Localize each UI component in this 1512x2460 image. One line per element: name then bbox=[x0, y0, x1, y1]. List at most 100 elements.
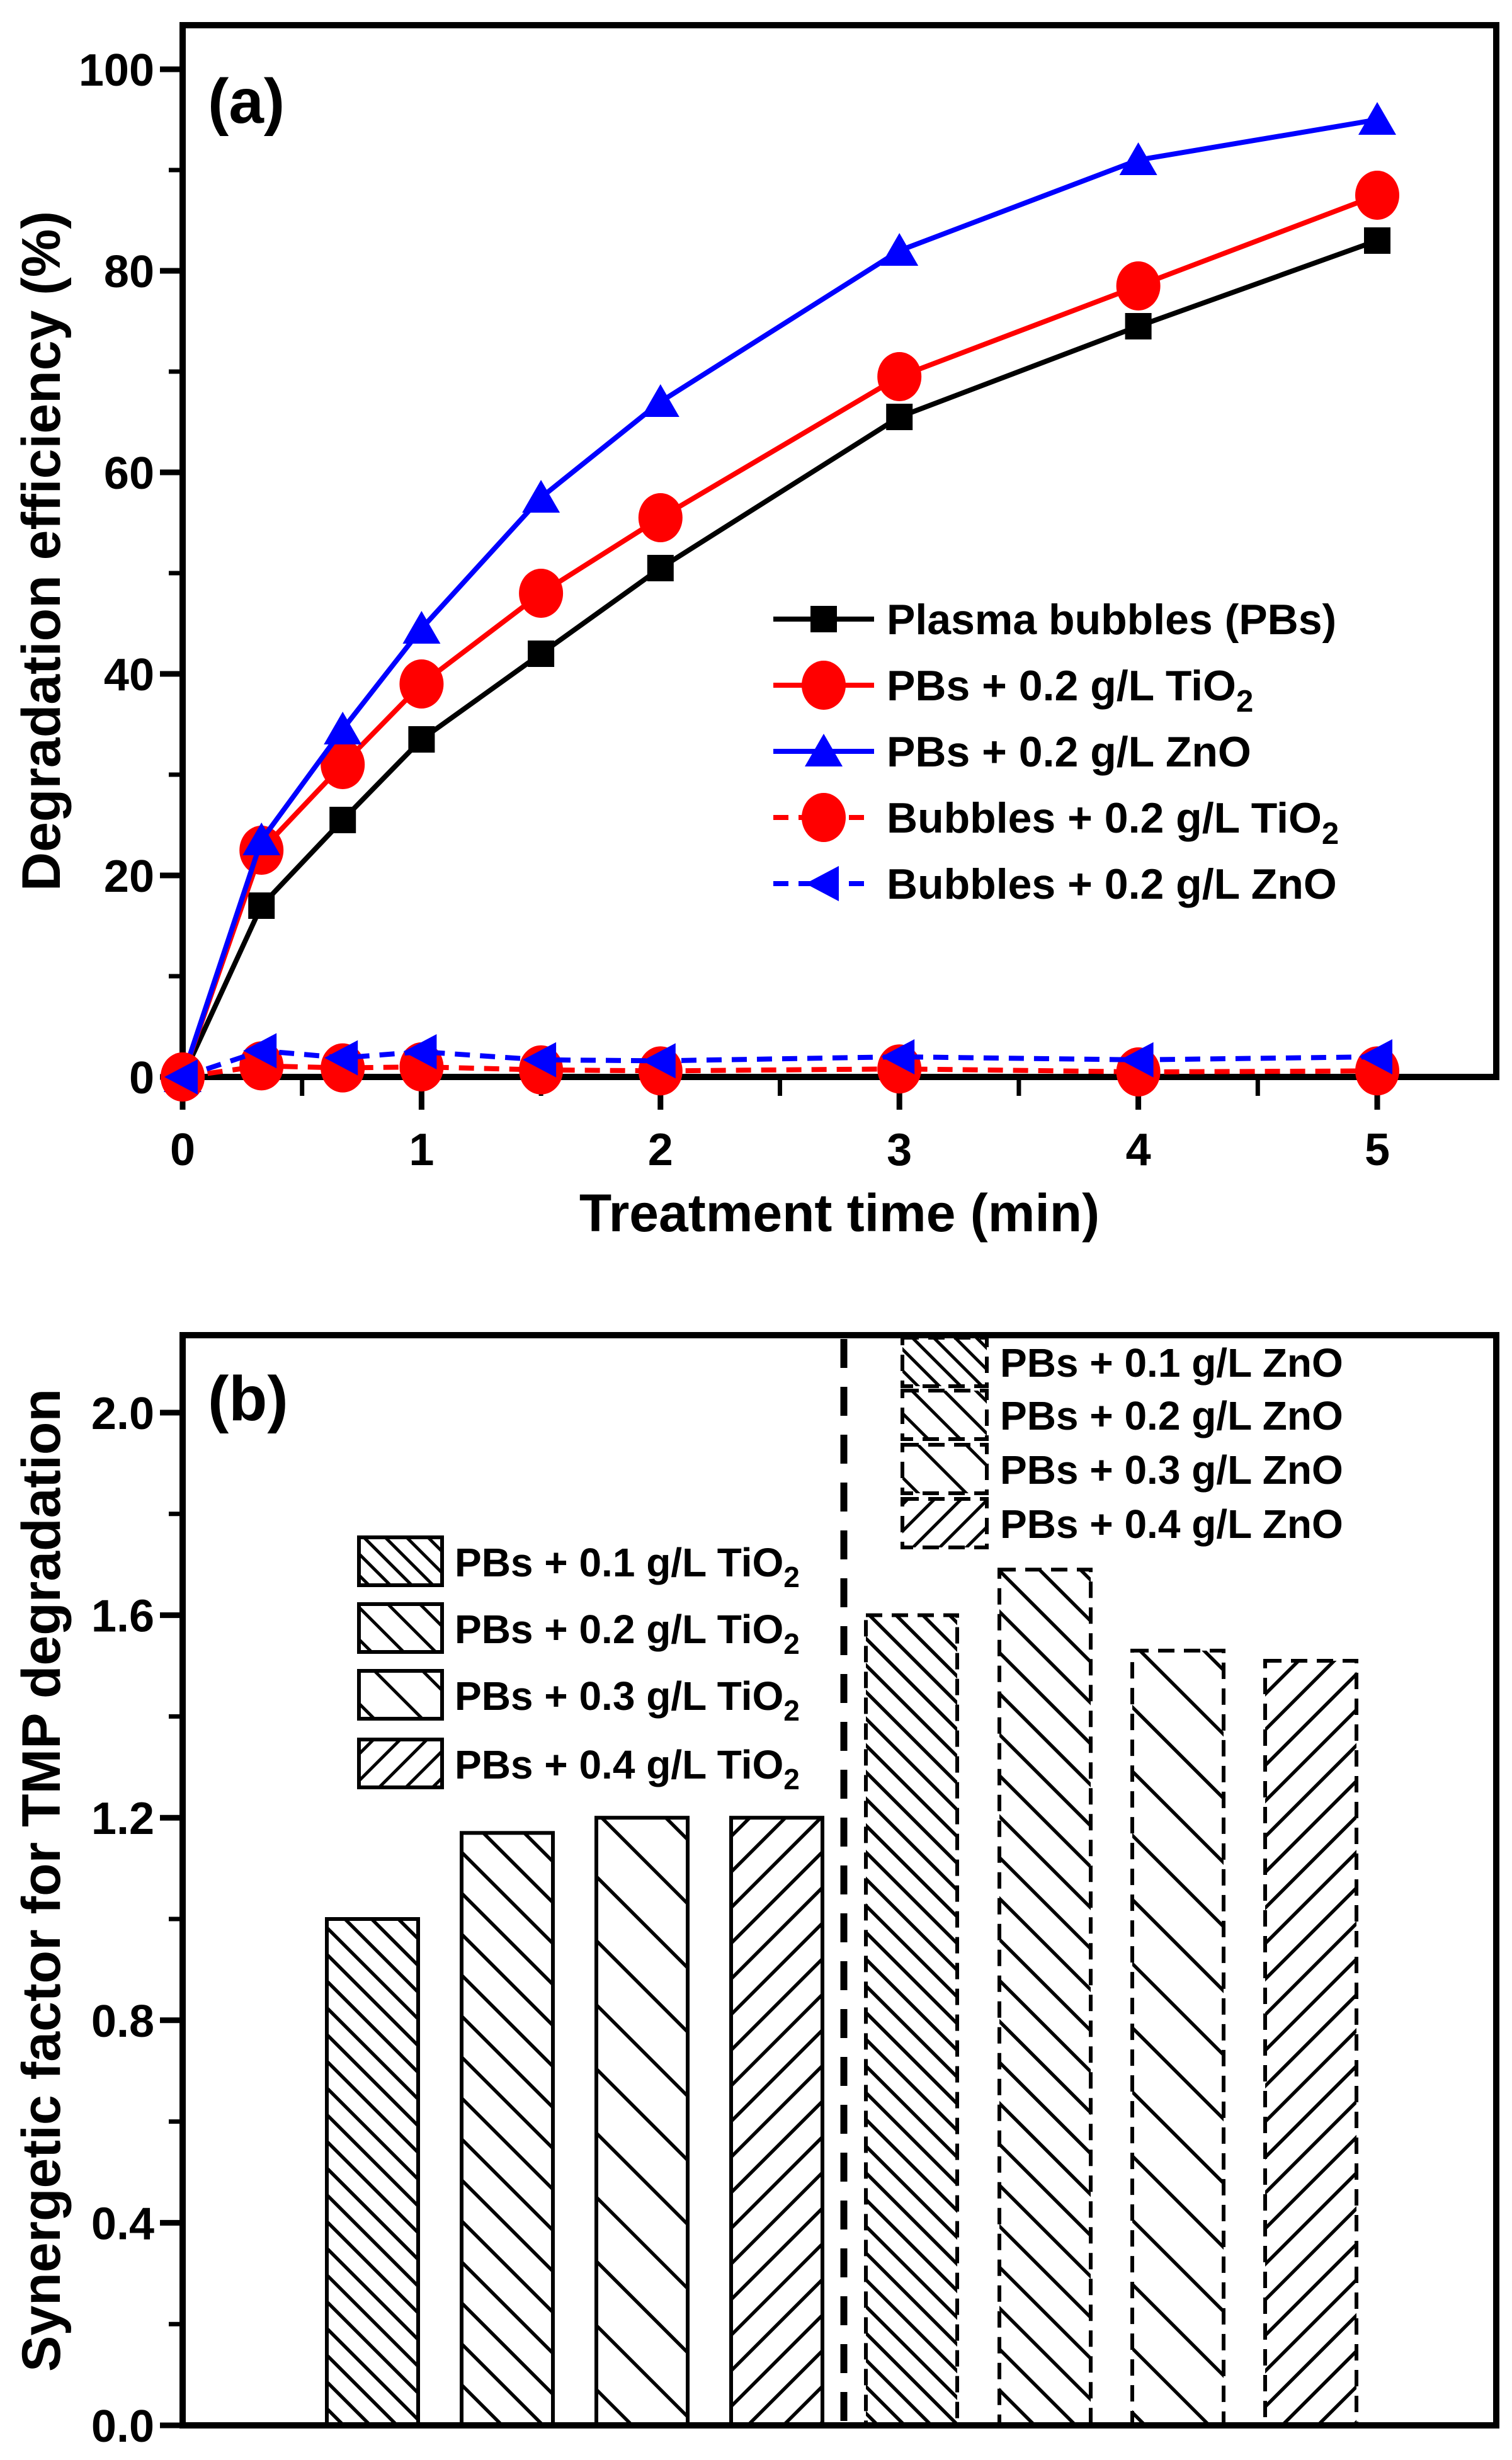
bar-pbs-0-1-g-l-tio2 bbox=[325, 1917, 420, 2427]
y-tick-label: 0 bbox=[129, 1053, 154, 1103]
y-tick-label: 0.8 bbox=[91, 1996, 154, 2047]
panel-a-legend: Plasma bubbles (PBs) PBs + 0.2 g/L TiO2 PB… bbox=[773, 596, 1339, 908]
legend-item-pbs-0-1-g-l-tio2: PBs + 0.1 g/L TiO2 bbox=[357, 1535, 800, 1593]
triangle-up-marker bbox=[242, 823, 281, 855]
circle-marker bbox=[321, 740, 365, 789]
triangle-left-marker bbox=[324, 1040, 358, 1076]
legend-hatch-swatch bbox=[357, 1669, 444, 1721]
legend-item-label: PBs + 0.2 g/L TiO2 bbox=[455, 1607, 800, 1660]
panel-b-axes: 0.0 0.4 0.8 1.2 1.6 2.0 bbox=[91, 1389, 183, 2452]
square-marker bbox=[647, 555, 674, 581]
legend-item-pbs-0-3-g-l-tio2: PBs + 0.3 g/L TiO2 bbox=[357, 1669, 800, 1727]
series-bubbles-0-2-g-l-zno bbox=[164, 1033, 1392, 1095]
bar-pbs-0-3-g-l-zno bbox=[1130, 1648, 1225, 2427]
bar-pbs-0-2-g-l-zno bbox=[998, 1568, 1093, 2427]
panel-b-plot-frame bbox=[179, 1332, 1499, 2429]
triangle-up-marker bbox=[880, 233, 919, 266]
triangle-up-marker bbox=[641, 384, 679, 417]
x-tick-label: 3 bbox=[887, 1125, 912, 1175]
triangle-left-marker bbox=[805, 866, 839, 901]
legend-item-plasma-bubbles-pbs: Plasma bubbles (PBs) bbox=[773, 596, 1336, 644]
bar-pbs-0-4-g-l-zno bbox=[1263, 1658, 1358, 2427]
legend-hatch-swatch bbox=[901, 1389, 989, 1441]
legend-item-label: PBs + 0.1 g/L ZnO bbox=[1000, 1340, 1343, 1386]
bar-pbs-0-3-g-l-tio2 bbox=[594, 1816, 690, 2427]
x-tick-label: 5 bbox=[1365, 1125, 1390, 1175]
legend-hatch-swatch bbox=[357, 1738, 444, 1789]
bar-pbs-0-4-g-l-tio2 bbox=[729, 1816, 824, 2427]
triangle-up-marker bbox=[324, 712, 362, 744]
legend-item-pbs-0-4-g-l-zno: PBs + 0.4 g/L ZnO bbox=[901, 1497, 1343, 1549]
circle-marker bbox=[1355, 171, 1399, 220]
bar-pbs-0-1-g-l-zno bbox=[864, 1613, 959, 2428]
triangle-up-marker bbox=[402, 611, 441, 644]
y-tick-label: 80 bbox=[104, 247, 154, 297]
bar-group-tio2-group bbox=[325, 1816, 824, 2428]
triangle-left-marker bbox=[403, 1034, 437, 1069]
square-marker bbox=[1364, 227, 1390, 254]
panel-b-legend-tio2: PBs + 0.1 g/L TiO2 PBs + 0.2 g/L TiO2 PBs … bbox=[357, 1535, 800, 1796]
x-tick-label: 2 bbox=[648, 1125, 673, 1175]
y-tick-label: 2.0 bbox=[91, 1389, 154, 1439]
x-axis-title: Treatment time (min) bbox=[579, 1183, 1100, 1243]
square-marker bbox=[248, 892, 275, 919]
square-marker bbox=[528, 641, 555, 667]
triangle-left-marker bbox=[243, 1033, 277, 1069]
triangle-up-marker bbox=[1119, 142, 1157, 175]
y-axis-title: Synergetic factor for TMP degradation bbox=[11, 1389, 72, 2372]
legend-hatch-swatch bbox=[357, 1535, 444, 1587]
y-tick-label: 1.2 bbox=[91, 1794, 154, 1844]
y-tick-label: 1.6 bbox=[91, 1592, 154, 1642]
legend-item-label: Bubbles + 0.2 g/L ZnO bbox=[887, 860, 1337, 908]
square-marker bbox=[329, 807, 356, 833]
circle-marker bbox=[519, 569, 564, 618]
x-tick-label: 0 bbox=[170, 1125, 195, 1175]
panel-b-legend-zno: PBs + 0.1 g/L ZnO PBs + 0.2 g/L ZnO PBs + … bbox=[901, 1336, 1343, 1549]
circle-marker bbox=[638, 493, 683, 542]
series-pbs-0-2-g-l-zno bbox=[164, 102, 1396, 1092]
legend-item-label: PBs + 0.4 g/L TiO2 bbox=[455, 1742, 800, 1796]
circle-marker bbox=[802, 661, 846, 710]
legend-hatch-swatch bbox=[901, 1443, 989, 1495]
panel-a-label: (a) bbox=[208, 66, 285, 137]
y-axis-title: Degradation efficiency (%) bbox=[11, 211, 72, 891]
y-tick-label: 0.4 bbox=[91, 2199, 154, 2249]
bar-group-zno-group bbox=[864, 1568, 1358, 2428]
legend-item-pbs-0-1-g-l-zno: PBs + 0.1 g/L ZnO bbox=[901, 1336, 1343, 1388]
legend-item-label: Plasma bubbles (PBs) bbox=[887, 596, 1336, 644]
panel-a-plot-frame bbox=[179, 22, 1499, 1080]
legend-item-label: PBs + 0.2 g/L ZnO bbox=[1000, 1393, 1343, 1438]
legend-item-bubbles-0-2-g-l-tio2: Bubbles + 0.2 g/L TiO2 bbox=[773, 793, 1339, 851]
y-tick-label: 100 bbox=[79, 45, 154, 96]
legend-hatch-swatch bbox=[901, 1497, 989, 1549]
legend-item-pbs-0-3-g-l-zno: PBs + 0.3 g/L ZnO bbox=[901, 1443, 1343, 1495]
triangle-left-marker bbox=[881, 1039, 915, 1074]
triangle-left-marker bbox=[1120, 1042, 1154, 1078]
panel-a-axes: 0 20 40 60 80 100 0 1 2 3 4 5 bbox=[79, 45, 1390, 1175]
triangle-up-marker bbox=[1358, 102, 1396, 135]
legend-item-label: Bubbles + 0.2 g/L TiO2 bbox=[887, 794, 1339, 851]
triangle-left-marker bbox=[1359, 1039, 1392, 1074]
legend-item-pbs-0-2-g-l-tio2: PBs + 0.2 g/L TiO2 bbox=[357, 1602, 800, 1660]
square-marker bbox=[1125, 313, 1152, 339]
y-tick-label: 20 bbox=[104, 851, 154, 902]
triangle-up-marker bbox=[805, 734, 843, 766]
y-tick-label: 40 bbox=[104, 650, 154, 700]
panel-a-line-chart: 0 20 40 60 80 100 0 1 2 3 4 5 Treatment time (min) De… bbox=[11, 22, 1499, 1243]
circle-marker bbox=[1116, 261, 1161, 310]
series-line bbox=[180, 238, 1378, 1078]
triangle-left-marker bbox=[642, 1043, 676, 1079]
legend-item-label: PBs + 0.3 g/L TiO2 bbox=[455, 1673, 800, 1727]
y-tick-label: 0.0 bbox=[91, 2401, 154, 2452]
legend-item-label: PBs + 0.2 g/L ZnO bbox=[887, 728, 1251, 776]
bar-pbs-0-2-g-l-tio2 bbox=[460, 1831, 555, 2428]
circle-marker bbox=[877, 352, 922, 401]
panel-b-label: (b) bbox=[208, 1364, 288, 1434]
legend-item-label: PBs + 0.2 g/L TiO2 bbox=[887, 662, 1253, 719]
triangle-left-marker bbox=[523, 1042, 557, 1078]
legend-item-label: PBs + 0.3 g/L ZnO bbox=[1000, 1447, 1343, 1493]
circle-marker bbox=[802, 793, 846, 842]
legend-item-pbs-0-4-g-l-tio2: PBs + 0.4 g/L TiO2 bbox=[357, 1738, 800, 1796]
